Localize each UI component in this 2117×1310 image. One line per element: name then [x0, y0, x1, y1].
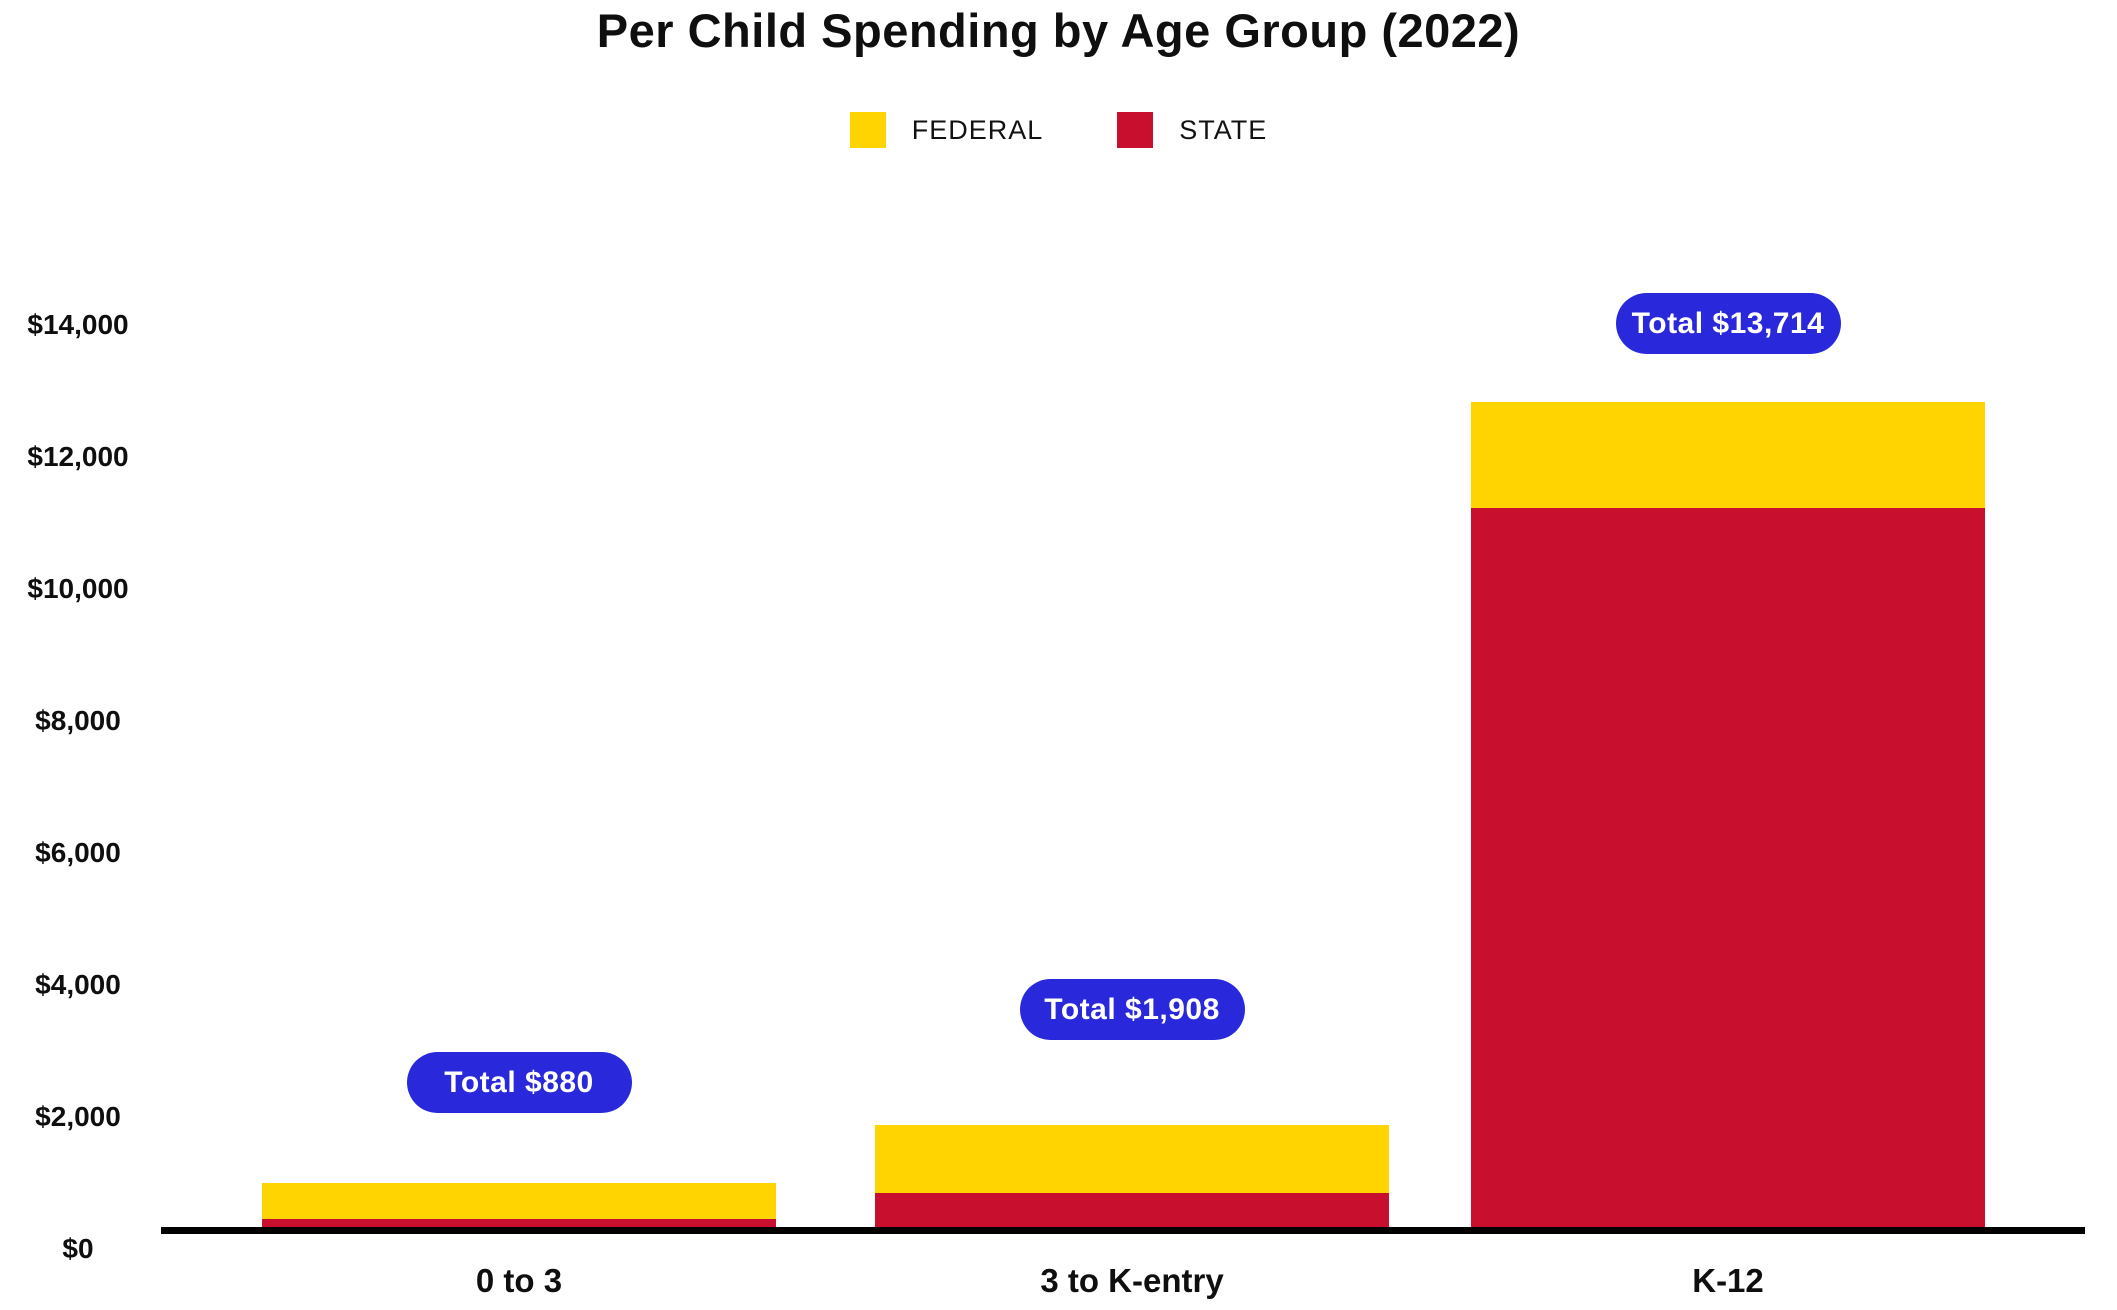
legend-item-state: STATE — [1117, 112, 1267, 148]
legend-swatch-federal — [849, 112, 886, 148]
bar-segment-federal — [1471, 402, 1985, 508]
bar-segment-state — [1471, 508, 1985, 1227]
legend-label: FEDERAL — [911, 114, 1044, 145]
bar-0-to-3 — [262, 1183, 776, 1227]
y-tick-label: $6,000 — [35, 837, 121, 868]
y-tick-label: $0 — [62, 1233, 94, 1264]
x-axis-line — [161, 1227, 2085, 1234]
x-axis-category-label: 3 to K-entry — [1040, 1262, 1224, 1299]
total-badge: Total $1,908 — [1019, 979, 1245, 1040]
x-axis-category-label: 0 to 3 — [475, 1262, 563, 1299]
chart-legend: FEDERAL STATE — [0, 110, 2117, 150]
y-tick-label: $8,000 — [35, 705, 121, 736]
y-tick-label: $14,000 — [27, 309, 129, 340]
bar-segment-state — [262, 1219, 776, 1227]
total-badge: Total $880 — [406, 1052, 632, 1113]
y-tick-label: $2,000 — [35, 1101, 121, 1132]
bar-3-to-k-entry — [875, 1125, 1389, 1227]
y-tick-label: $12,000 — [27, 441, 129, 472]
y-tick-label: $4,000 — [35, 969, 121, 1000]
bar-segment-federal — [875, 1125, 1389, 1194]
y-tick-label: $10,000 — [27, 573, 129, 604]
legend-swatch-state — [1117, 112, 1154, 148]
bar-segment-state — [875, 1193, 1389, 1227]
legend-item-federal: FEDERAL — [849, 112, 1044, 148]
chart-title: Per Child Spending by Age Group (2022) — [596, 4, 1521, 57]
x-axis-category-label: K-12 — [1692, 1262, 1764, 1299]
bar-k-12 — [1471, 402, 1985, 1227]
total-badge: Total $13,714 — [1615, 293, 1841, 354]
legend-label: STATE — [1179, 114, 1268, 145]
bar-segment-federal — [262, 1183, 776, 1220]
